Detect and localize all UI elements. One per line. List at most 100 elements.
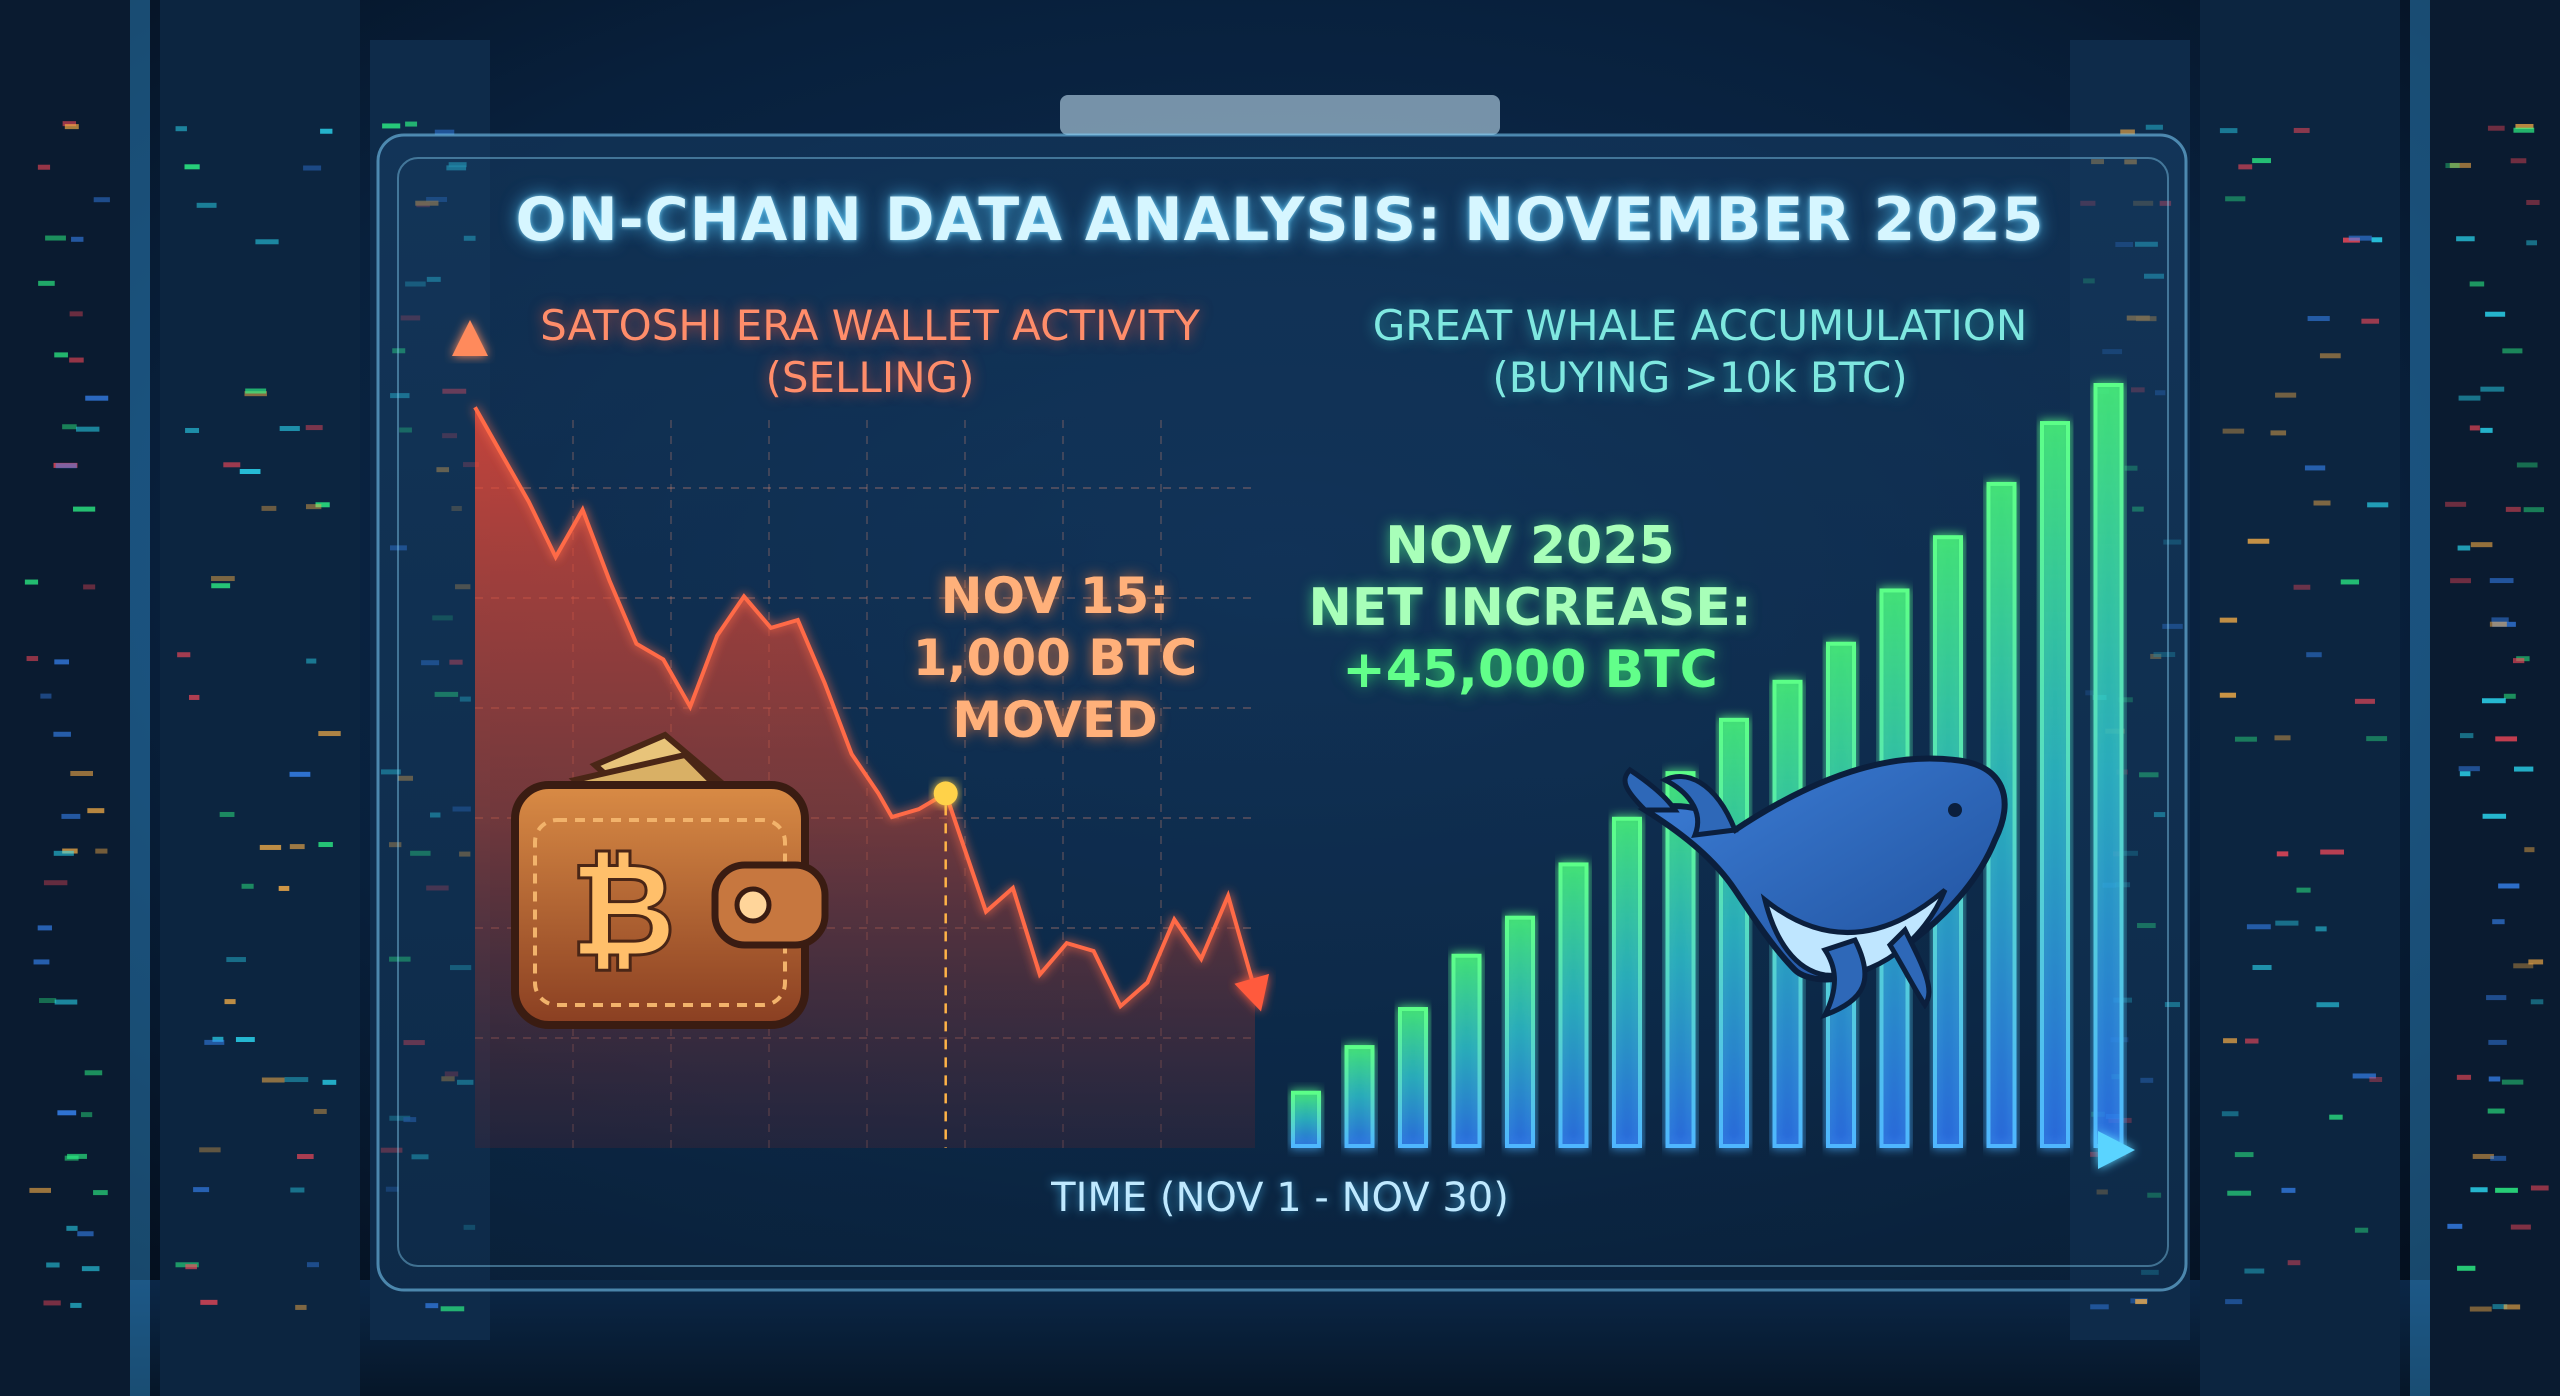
rack-led [2480,427,2493,433]
rack-led [2505,506,2521,512]
rack-led [185,1264,197,1270]
rack-led [193,1187,210,1193]
rack-led [2510,158,2527,164]
rack-led [2340,579,2360,585]
rack-led [322,1079,337,1085]
rack-led [241,883,254,889]
rack-led [73,506,96,512]
rack-led [2293,127,2310,133]
rack-led [284,1077,309,1083]
rack-led [313,1108,327,1114]
rack-led [2515,123,2534,129]
rack-led [2523,507,2545,513]
rack-led [2329,1114,2343,1120]
rack-led [2491,617,2509,623]
rack-led [46,1262,60,1268]
buying-bar-1 [1291,1090,1321,1148]
rack-led [196,202,217,208]
rack-led [2287,1260,2301,1266]
rack-led [2516,462,2538,468]
rack-led [61,813,81,819]
net-increase-line2: NET INCREASE: [1308,578,1752,638]
rack-led [2528,959,2544,965]
rack-led [2315,926,2327,932]
rack-led [204,1039,225,1045]
rack-led [2275,392,2297,398]
rack-led [2247,538,2270,544]
rack-led [244,391,267,397]
rack-led [2469,281,2485,287]
rack-led [62,424,77,430]
rack-led [54,659,70,665]
rack-led [2490,1155,2507,1161]
rack-led [24,579,39,585]
rack-led [2293,584,2311,590]
rack-led [2270,430,2287,436]
rack-led [2367,502,2389,508]
rack-led [2514,766,2534,772]
rack-led [2445,501,2467,507]
rack-led [81,1266,100,1272]
downtrend-arrow-icon [1234,973,1270,1012]
rack-led [2502,348,2523,354]
rack-led [279,426,300,432]
rack-led [53,462,78,468]
rack-led [2498,883,2520,889]
rack-led [239,469,261,475]
page-title: ON-CHAIN DATA ANALYSIS: NOVEMBER 2025 [515,185,2045,255]
rack-led [54,352,68,358]
rack-led [289,771,311,777]
rack-led [290,1187,305,1193]
rack-led [2469,425,2480,431]
rack-led [2445,163,2460,169]
rack-led [2307,316,2330,322]
x-axis-label: TIME (NOV 1 - NOV 30) [1051,1175,1509,1221]
rack-led [43,1300,61,1306]
rack-led [2145,124,2163,130]
rack-led [2447,1223,2463,1229]
rack-led [37,925,52,931]
rack-led [2459,733,2474,739]
rack-led [2219,617,2238,623]
rack-led [2513,963,2534,969]
rack-led [2245,1038,2259,1044]
rack-led [2354,1227,2369,1233]
rack-led [2513,127,2535,133]
rack-led [2234,1152,2254,1158]
rack-led [2492,1304,2508,1310]
rack-led [2222,428,2245,434]
rack-led [77,1231,94,1237]
rack-led [2495,736,2518,742]
rack-led [2369,1076,2383,1082]
net-increase-line1: NOV 2025 [1385,516,1675,576]
rack-led [2530,999,2544,1005]
rack-led [175,126,187,132]
rack-led [2526,240,2537,246]
rack-led [2234,736,2257,742]
rack-led [2348,235,2372,241]
y-axis-arrow-icon [452,320,488,356]
whale-icon [1622,755,2008,1020]
rack-led [95,848,108,854]
rack-led [278,885,290,891]
rack-led [2450,578,2471,584]
x-axis-arrow-icon [2098,1131,2135,1169]
buying-bar-4 [1451,953,1482,1148]
rack-led [184,164,200,170]
rack-led [66,1225,78,1231]
rack-led [2487,1108,2505,1114]
rack-led [57,1110,77,1116]
rack-led [2227,1190,2252,1196]
nov15-annotation-line3: MOVED [952,691,1158,749]
rack-led [2489,621,2507,627]
rack-led [2456,1074,2472,1080]
buying-bar-16 [2093,383,2124,1148]
rack-led [37,164,51,170]
rack-led [2486,995,2507,1001]
bitcoin-wallet-icon: ₿ [511,731,829,1029]
rack-led [2488,1076,2501,1082]
rack-led [318,842,333,848]
rack-led [2501,1079,2524,1085]
rack-led [2319,353,2341,359]
